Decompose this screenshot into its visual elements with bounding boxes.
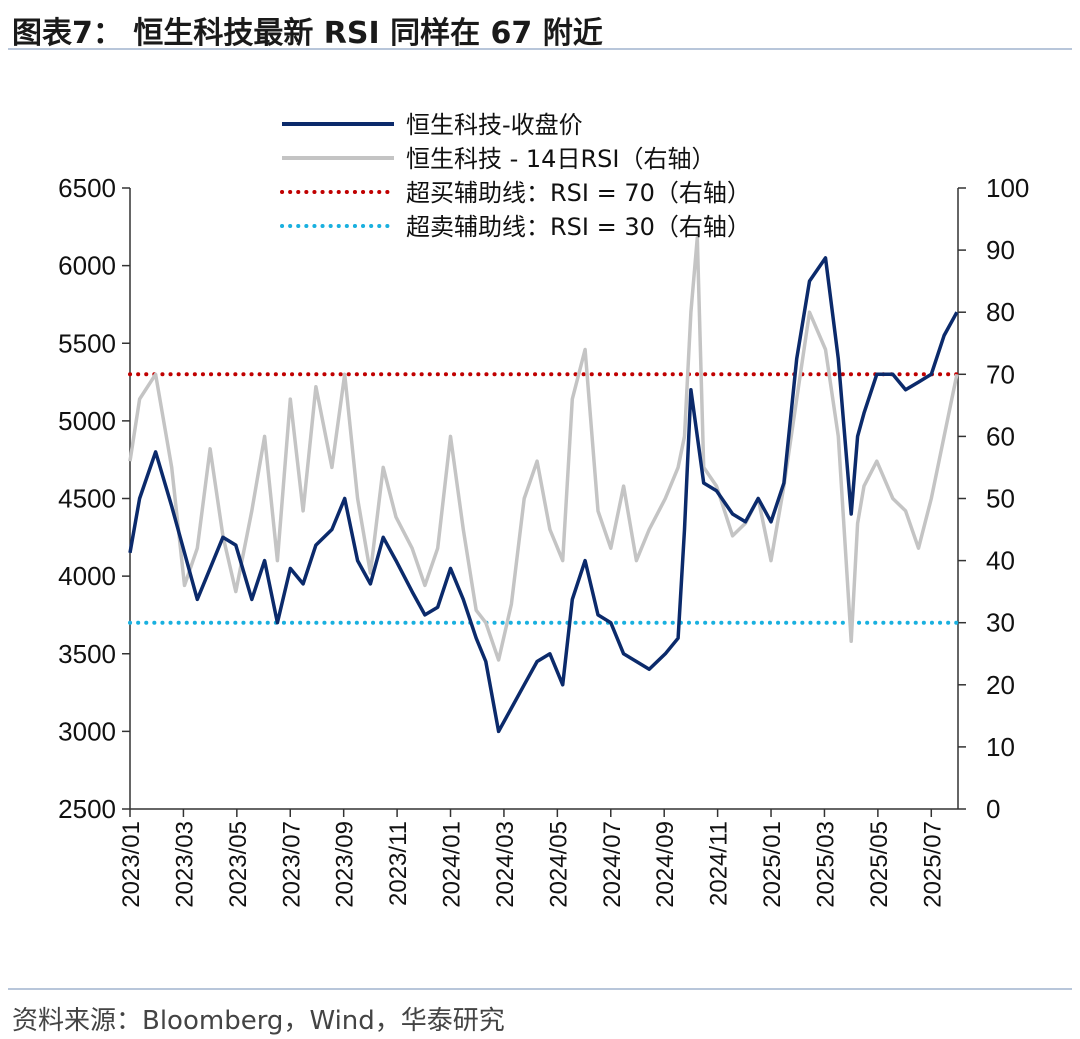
rsi-series-line [128, 235, 959, 662]
y-left-tick-label: 5000 [58, 406, 116, 436]
x-tick-label: 2025/01 [759, 821, 786, 908]
axes-group: 2500 3000 3500 4000 4500 5000 5500 6000 6500 0 10 2… [58, 173, 1029, 908]
y-right-tick-label: 90 [986, 235, 1015, 265]
chart-title: 图表7： 恒生科技最新 RSI 同样在 67 附近 [12, 16, 603, 51]
x-tick-label: 2023/09 [332, 821, 359, 908]
x-tick-label: 2023/03 [171, 821, 198, 908]
price-series-line [128, 256, 959, 734]
y-left-tick-label: 4500 [58, 484, 116, 514]
y-left-tick-label: 3000 [58, 716, 116, 746]
y-left-tick-label: 3500 [58, 639, 116, 669]
x-tick-label: 2024/05 [545, 821, 572, 908]
source-note: 资料来源：Bloomberg，Wind，华泰研究 [12, 1006, 505, 1036]
y-right-tick-label: 40 [986, 546, 1015, 576]
title-divider [8, 48, 1072, 50]
y-left-tick-label: 6000 [58, 251, 116, 281]
x-tick-label: 2024/09 [652, 821, 679, 908]
y-right-tick-label: 100 [986, 173, 1029, 203]
x-tick-label: 2025/07 [919, 821, 946, 908]
y-left-tick-label: 6500 [58, 173, 116, 203]
y-left-tick-label: 4000 [58, 561, 116, 591]
plot-area [128, 235, 960, 734]
legend-label: 超卖辅助线：RSI = 30（右轴） [406, 213, 751, 241]
y-right-tick-label: 50 [986, 484, 1015, 514]
x-tick-label: 2025/03 [812, 821, 839, 908]
x-tick-label: 2023/01 [118, 821, 145, 908]
y-right-tick-label: 10 [986, 732, 1015, 762]
y-right-tick-label: 0 [986, 794, 1000, 824]
x-tick-label: 2024/07 [599, 821, 626, 908]
y-right-tick-label: 20 [986, 670, 1015, 700]
y-right-tick-label: 60 [986, 421, 1015, 451]
y-left-tick-label: 2500 [58, 794, 116, 824]
legend-label: 恒生科技-收盘价 [406, 111, 583, 139]
chart-svg: 2500 3000 3500 4000 4500 5000 5500 6000 6500 0 10 2… [58, 111, 1029, 908]
legend-label: 超买辅助线：RSI = 70（右轴） [406, 179, 751, 207]
legend-label: 恒生科技 - 14日RSI（右轴） [406, 145, 715, 173]
x-tick-label: 2024/11 [706, 821, 733, 906]
x-tick-label: 2023/11 [385, 821, 412, 906]
x-tick-label: 2023/07 [278, 821, 305, 908]
x-tick-label: 2024/03 [492, 821, 519, 908]
x-tick-label: 2024/01 [439, 821, 466, 908]
x-tick-label: 2023/05 [225, 821, 252, 908]
y-right-tick-label: 70 [986, 359, 1015, 389]
y-right-tick-label: 30 [986, 608, 1015, 638]
y-left-tick-label: 5500 [58, 328, 116, 358]
footer-divider [8, 988, 1072, 990]
x-tick-label: 2025/05 [866, 821, 893, 908]
y-right-tick-label: 80 [986, 297, 1015, 327]
